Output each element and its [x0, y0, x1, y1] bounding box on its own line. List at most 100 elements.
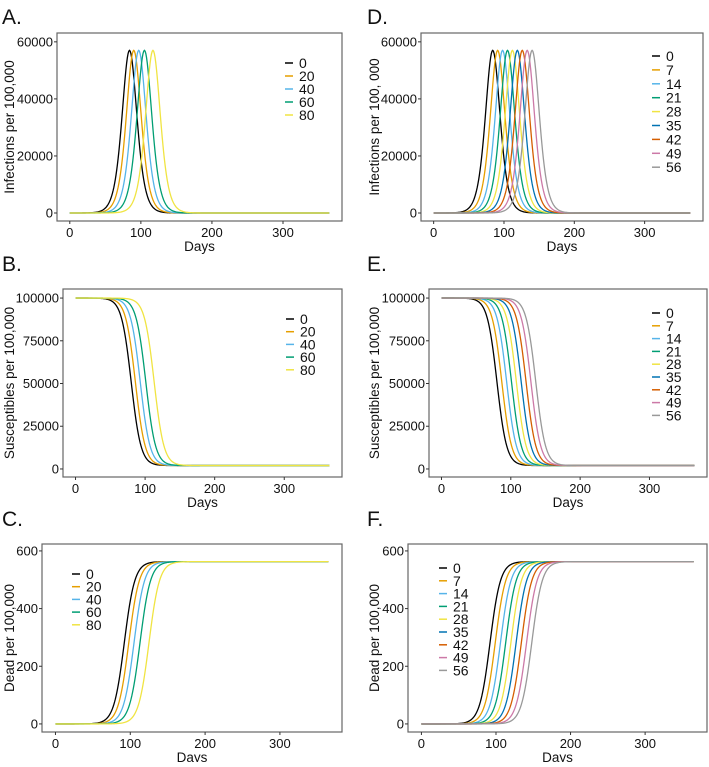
y-tick-label: 0: [397, 716, 404, 731]
y-tick-label: 40000: [17, 91, 53, 106]
y-tick-label: 600: [382, 543, 404, 558]
y-tick-label: 0: [46, 206, 53, 221]
y-axis-title: Infections per 100,000: [2, 60, 17, 194]
legend-label: 0: [86, 566, 94, 582]
legend-label: 0: [299, 55, 307, 71]
y-tick-label: 75000: [389, 333, 425, 348]
plot-frame: [420, 32, 704, 222]
legend-label: 14: [453, 586, 469, 602]
x-tick-label: 0: [418, 736, 425, 751]
x-tick-label: 100: [500, 481, 522, 496]
panel-label: D.: [367, 6, 388, 29]
legend-label: 20: [299, 68, 315, 84]
legend-label: 49: [666, 145, 682, 161]
legend-label: 40: [300, 336, 316, 352]
y-tick-label: 60000: [17, 34, 53, 49]
x-tick-label: 300: [269, 736, 291, 751]
x-axis-title: Days: [187, 495, 218, 510]
legend-label: 7: [666, 318, 674, 334]
panel-label: A.: [2, 6, 22, 29]
x-tick-label: 200: [204, 481, 226, 496]
y-tick-label: 25000: [389, 419, 425, 434]
legend-label: 40: [299, 81, 315, 97]
x-tick-label: 100: [134, 481, 156, 496]
y-tick-label: 100000: [382, 291, 425, 306]
series-line-56: [421, 560, 694, 725]
legend-label: 80: [299, 107, 315, 123]
legend-label: 28: [453, 611, 469, 627]
series-line-80: [69, 49, 330, 214]
x-tick-label: 200: [569, 481, 591, 496]
legend-label: 42: [453, 637, 469, 653]
y-tick-label: 0: [52, 461, 59, 476]
panel-a: A.0 100 200 3000200004000060000DaysInfectio…: [2, 6, 343, 254]
plot-frame: [56, 32, 343, 222]
y-tick-label: 400: [382, 601, 404, 616]
legend-label: 56: [666, 159, 682, 175]
x-tick-label: 100: [485, 736, 507, 751]
x-tick-label: 200: [194, 736, 216, 751]
x-tick-label: 300: [273, 481, 295, 496]
legend-label: 35: [666, 118, 682, 134]
y-tick-label: 600: [16, 543, 38, 558]
panel-b: B.0 100 200 3000250005000075000100000DaysSu…: [2, 253, 343, 510]
x-tick-label: 300: [634, 736, 656, 751]
legend-label: 56: [666, 407, 682, 423]
y-axis-title: Susceptibles per 100,000: [2, 307, 17, 459]
legend-label: 7: [666, 62, 674, 78]
panel-label: C.: [2, 508, 23, 531]
panel-e: E. 0 100 200 300 0 25000 50000 75000 100000 Days Su…: [367, 253, 708, 510]
x-axis-title: Days: [553, 495, 584, 510]
x-tick-label: 100: [493, 225, 515, 240]
legend-label: 35: [666, 369, 682, 385]
legend-label: 21: [453, 598, 469, 614]
x-tick-label: 0: [430, 225, 437, 240]
legend-label: 80: [86, 617, 102, 633]
x-tick-label: 200: [201, 225, 223, 240]
plot-frame: [41, 543, 343, 733]
panel-f: F. 0 100 200 300 0 200 400 600 Days Dead per 100,0…: [367, 508, 708, 765]
series-line-80: [75, 297, 330, 467]
legend-label: 49: [453, 650, 469, 666]
x-tick-label: 0: [72, 481, 79, 496]
legend-label: 14: [666, 76, 682, 92]
y-tick-label: 40000: [381, 91, 417, 106]
y-axis-title: Infections per 100, 000: [367, 58, 382, 195]
legend-label: 28: [666, 356, 682, 372]
y-tick-label: 20000: [17, 148, 53, 163]
legend-label: 0: [453, 560, 461, 576]
x-tick-label: 0: [52, 736, 59, 751]
series-line-56: [433, 49, 691, 214]
series-line-56: [441, 297, 695, 467]
y-tick-label: 75000: [23, 333, 59, 348]
legend-label: 60: [299, 94, 315, 110]
x-tick-label: 300: [639, 481, 661, 496]
x-tick-label: 300: [634, 225, 656, 240]
legend-label: 60: [300, 349, 316, 365]
y-tick-label: 0: [418, 461, 425, 476]
x-axis-title: Days: [184, 239, 215, 254]
y-tick-label: 100000: [16, 291, 59, 306]
x-tick-label: 100: [119, 736, 141, 751]
y-tick-label: 200: [382, 659, 404, 674]
x-tick-label: 200: [563, 225, 585, 240]
y-axis-title: Dead per 100,000: [367, 584, 382, 692]
y-axis-title: Dead per 100,000: [2, 584, 17, 692]
series-line-80: [55, 560, 329, 725]
legend-label: 21: [666, 90, 682, 106]
y-tick-label: 20000: [381, 148, 417, 163]
x-axis-title: Days: [542, 750, 573, 762]
x-axis-title: Days: [547, 239, 578, 254]
y-axis-title: Susceptibles per 100,000: [367, 307, 382, 459]
panel-d: D. 0 100 200 300 0 20000 40000 60000 Days Infectio…: [367, 6, 704, 254]
panel-label: B.: [2, 253, 22, 276]
y-tick-label: 50000: [23, 376, 59, 391]
legend-label: 0: [666, 305, 674, 321]
y-tick-label: 50000: [389, 376, 425, 391]
legend-label: 42: [666, 131, 682, 147]
legend-label: 80: [300, 362, 316, 378]
legend-label: 40: [86, 591, 102, 607]
x-tick-label: 0: [66, 225, 73, 240]
x-tick-label: 0: [438, 481, 445, 496]
